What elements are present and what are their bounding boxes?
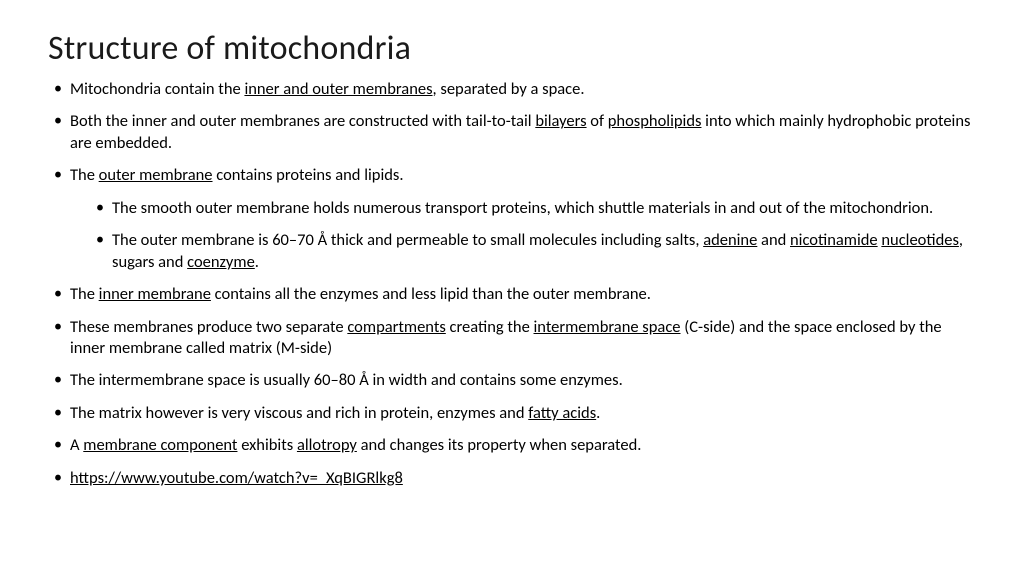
sub-bullet-list: The smooth outer membrane holds numerous… bbox=[70, 198, 976, 273]
text-run: The bbox=[70, 165, 99, 185]
list-item: The inner membrane contains all the enzy… bbox=[48, 284, 976, 305]
underlined-term: membrane component bbox=[83, 435, 237, 455]
slide-title: Structure of mitochondria bbox=[48, 28, 976, 69]
list-item: https://www.youtube.com/watch?v=_XqBIGRl… bbox=[48, 468, 976, 489]
list-item: These membranes produce two separate com… bbox=[48, 317, 976, 360]
text-run: of bbox=[587, 111, 608, 131]
underlined-term: coenzyme bbox=[187, 252, 255, 272]
underlined-term: phospholipids bbox=[608, 111, 702, 131]
text-run: and bbox=[757, 230, 790, 250]
underlined-term: bilayers bbox=[535, 111, 586, 131]
text-run: A bbox=[70, 435, 83, 455]
sub-list-item: The smooth outer membrane holds numerous… bbox=[70, 198, 976, 219]
underlined-term: inner and outer membranes bbox=[244, 79, 432, 99]
text-run: . bbox=[596, 403, 600, 423]
text-run: Both the inner and outer membranes are c… bbox=[70, 111, 535, 131]
text-run: The smooth outer membrane holds numerous… bbox=[112, 198, 933, 218]
text-run: These membranes produce two separate bbox=[70, 317, 347, 337]
text-run: and changes its property when separated. bbox=[357, 435, 642, 455]
list-item: A membrane component exhibits allotropy … bbox=[48, 435, 976, 456]
underlined-term: allotropy bbox=[297, 435, 357, 455]
underlined-term: nucleotides bbox=[881, 230, 959, 250]
underlined-term: adenine bbox=[703, 230, 757, 250]
underlined-term: intermembrane space bbox=[534, 317, 681, 337]
underlined-term: compartments bbox=[347, 317, 445, 337]
list-item: The intermembrane space is usually 60–80… bbox=[48, 370, 976, 391]
bullet-list: Mitochondria contain the inner and outer… bbox=[48, 79, 976, 489]
text-run: exhibits bbox=[237, 435, 296, 455]
list-item: The matrix however is very viscous and r… bbox=[48, 403, 976, 424]
list-item: Mitochondria contain the inner and outer… bbox=[48, 79, 976, 100]
text-run: The outer membrane is 60–70 Å thick and … bbox=[112, 230, 703, 250]
underlined-term: outer membrane bbox=[99, 165, 213, 185]
youtube-link[interactable]: https://www.youtube.com/watch?v=_XqBIGRl… bbox=[70, 468, 403, 488]
text-run: Mitochondria contain the bbox=[70, 79, 244, 99]
text-run: creating the bbox=[446, 317, 534, 337]
underlined-term: fatty acids bbox=[528, 403, 596, 423]
text-run: , separated by a space. bbox=[433, 79, 585, 99]
underlined-term: nicotinamide bbox=[790, 230, 878, 250]
text-run: contains all the enzymes and less lipid … bbox=[211, 284, 651, 304]
text-run: The intermembrane space is usually 60–80… bbox=[70, 370, 623, 390]
text-run: contains proteins and lipids. bbox=[213, 165, 404, 185]
list-item: Both the inner and outer membranes are c… bbox=[48, 111, 976, 154]
text-run: The bbox=[70, 284, 99, 304]
sub-list-item: The outer membrane is 60–70 Å thick and … bbox=[70, 230, 976, 273]
list-item: The outer membrane contains proteins and… bbox=[48, 165, 976, 273]
text-run: . bbox=[255, 252, 259, 272]
underlined-term: inner membrane bbox=[99, 284, 211, 304]
text-run: The matrix however is very viscous and r… bbox=[70, 403, 528, 423]
